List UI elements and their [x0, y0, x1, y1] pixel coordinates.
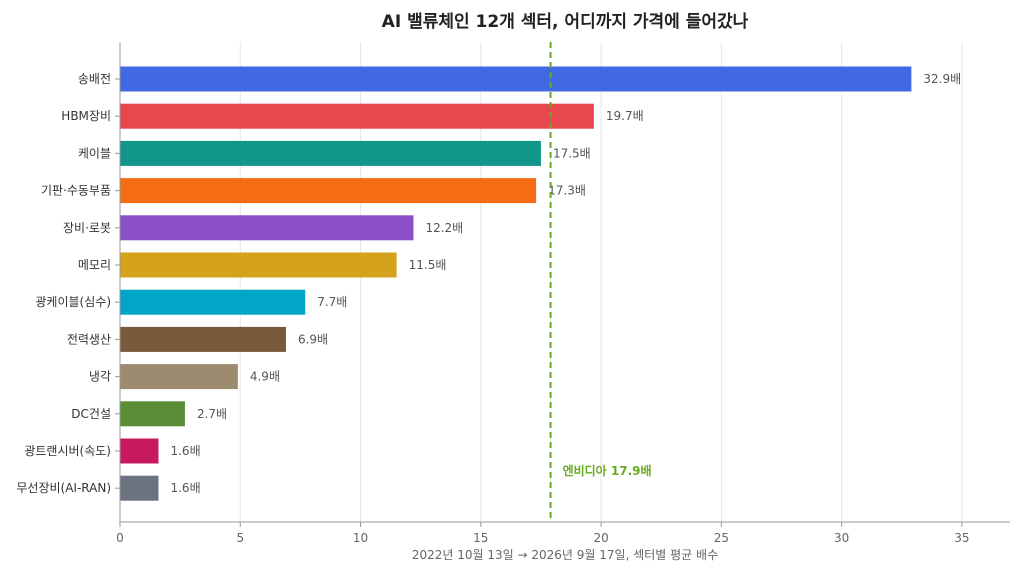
data-label: 11.5배 [409, 258, 447, 272]
bar [120, 364, 238, 390]
chart-title: AI 밸류체인 12개 섹터, 어디까지 가격에 들어갔나 [382, 12, 749, 32]
data-label: 12.2배 [425, 221, 463, 235]
category-label: 기판·수동부품 [41, 184, 111, 198]
bar [120, 140, 541, 166]
data-label: 7.7배 [317, 295, 347, 309]
category-label: DC건설 [71, 407, 111, 421]
data-label: 1.6배 [170, 481, 200, 495]
data-label: 6.9배 [298, 332, 328, 346]
category-label: 광케이블(심수) [35, 295, 111, 309]
data-label: 2.7배 [197, 407, 227, 421]
reference-line-group: 엔비디아 17.9배 [549, 42, 652, 522]
x-axis-label: 2022년 10월 13일 → 2026년 9월 17일, 섹터별 평균 배수 [412, 548, 718, 562]
data-label: 19.7배 [606, 109, 644, 123]
category-label: 전력생산 [67, 332, 111, 346]
bar [120, 438, 159, 464]
x-tick-label: 5 [236, 531, 244, 545]
category-label: 광트랜시버(속도) [24, 444, 111, 458]
data-label: 17.5배 [553, 146, 591, 160]
bar [120, 252, 397, 278]
bar [120, 475, 159, 501]
bar [120, 326, 286, 352]
bar [120, 178, 537, 204]
bar [120, 289, 306, 315]
bar [120, 401, 185, 427]
x-tick-label: 15 [473, 531, 488, 545]
category-label: HBM장비 [61, 109, 111, 123]
category-label: 무선장비(AI-RAN) [16, 481, 111, 495]
category-label: 장비·로봇 [63, 221, 111, 235]
reference-line-label: 엔비디아 17.9배 [563, 463, 652, 478]
x-tick-label: 30 [834, 531, 849, 545]
category-label: 케이블 [78, 146, 111, 160]
category-label: 메모리 [78, 258, 111, 272]
bar [120, 103, 594, 129]
data-label: 4.9배 [250, 370, 280, 384]
x-tick-label: 35 [954, 531, 969, 545]
data-label: 1.6배 [170, 444, 200, 458]
bar [120, 66, 912, 92]
bar [120, 215, 414, 241]
bars: 32.9배 19.7배 17.5배 17.3배 12.2배 11.5배 7.7배 6.9배 4.… [120, 66, 961, 501]
data-label: 32.9배 [923, 72, 961, 86]
category-label: 송배전 [78, 72, 111, 86]
x-tick-label: 25 [714, 531, 729, 545]
x-tick-label: 20 [593, 531, 608, 545]
x-axis: 0 5 10 15 20 25 30 35 [116, 42, 1010, 545]
x-tick-label: 10 [353, 531, 368, 545]
data-label: 17.3배 [548, 184, 586, 198]
category-label: 냉각 [89, 370, 111, 384]
x-tick-label: 0 [116, 531, 124, 545]
